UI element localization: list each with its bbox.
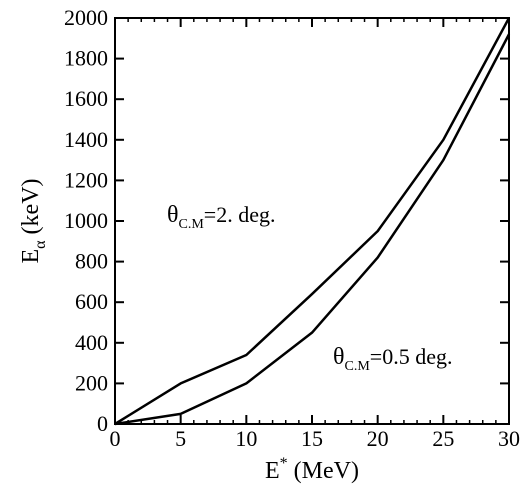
axis-ticks (114, 17, 510, 425)
y-tick-label: 400 (75, 330, 108, 355)
y-axis-label: Eα (keV) (18, 178, 49, 263)
x-tick-label: 20 (367, 426, 389, 451)
series-line-0-5deg (114, 33, 511, 426)
y-tick-label: 1800 (64, 46, 108, 71)
y-tick-label: 0 (97, 411, 108, 436)
y-tick-label: 1600 (64, 86, 108, 111)
tick-labels: 0 5 10 15 20 25 30 0 200 400 600 800 1000 1200 1400 160… (64, 5, 520, 451)
y-tick-label: 200 (75, 370, 108, 395)
x-axis-label: E* (MeV) (265, 455, 359, 484)
x-tick-label: 25 (432, 426, 454, 451)
series-lines (114, 17, 511, 426)
y-tick-label: 1200 (64, 167, 108, 192)
x-tick-label: 30 (498, 426, 520, 451)
y-tick-label: 800 (75, 249, 108, 274)
x-tick-label: 0 (110, 426, 121, 451)
y-tick-label: 1000 (64, 208, 108, 233)
x-tick-label: 15 (301, 426, 323, 451)
y-tick-label: 1400 (64, 127, 108, 152)
annotation-2deg: θC.M=2. deg. (167, 202, 275, 232)
annotation-0-5deg: θC.M=0.5 deg. (333, 344, 452, 374)
y-tick-label: 2000 (64, 5, 108, 30)
y-tick-label: 600 (75, 289, 108, 314)
series-line-2deg (114, 17, 511, 426)
x-tick-label: 5 (175, 426, 186, 451)
x-tick-label: 10 (235, 426, 257, 451)
